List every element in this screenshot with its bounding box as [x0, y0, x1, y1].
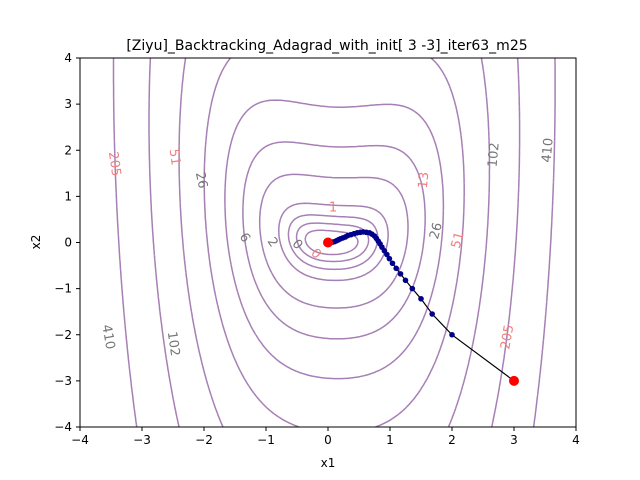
contour-line	[258, 173, 409, 309]
x-tick-label: 3	[510, 433, 518, 447]
y-tick-label: 2	[64, 143, 72, 157]
contour-label: 6	[236, 231, 253, 246]
contour-line	[112, 58, 556, 427]
iterate-point	[409, 285, 416, 292]
contour-label: 51	[166, 148, 183, 166]
contour-line	[287, 214, 379, 271]
contour-line	[148, 58, 521, 427]
x-axis-label: x1	[321, 456, 336, 470]
iterate-point	[386, 255, 393, 262]
end-point	[323, 237, 333, 248]
x-axis: −4 −3 −2 −1 0 1 2 3 4	[71, 427, 580, 447]
x-tick-label: 4	[572, 433, 580, 447]
iterate-point	[402, 277, 409, 284]
contour-lines	[112, 58, 556, 427]
y-tick-label: 3	[64, 97, 72, 111]
y-tick-label: −2	[54, 328, 72, 342]
contour-label: 1	[329, 200, 337, 215]
iterate-point	[389, 260, 396, 267]
y-tick-label: −1	[54, 282, 72, 296]
contour-label: 205	[498, 324, 517, 351]
x-tick-label: −4	[71, 433, 89, 447]
iterate-point	[418, 295, 424, 302]
x-tick-label: 0	[324, 433, 332, 447]
x-tick-label: 1	[386, 433, 394, 447]
iterate-point	[393, 265, 400, 272]
contour-label: 26	[192, 171, 210, 190]
contour-label: 2	[264, 235, 281, 250]
iterate-point	[397, 271, 404, 277]
contour-line	[224, 99, 445, 380]
optimization-path	[323, 229, 519, 386]
y-tick-label: 0	[64, 236, 72, 250]
contour-label: 13	[416, 171, 432, 189]
x-tick-label: 2	[448, 433, 456, 447]
y-axis: −4 −3 −2 −1 0 1 2 3 4	[54, 51, 80, 434]
start-point	[509, 375, 519, 386]
contour-label: 410	[98, 324, 117, 351]
x-tick-label: −3	[133, 433, 151, 447]
iterate-point	[429, 311, 435, 317]
contour-line	[278, 202, 389, 282]
y-tick-label: −3	[54, 374, 72, 388]
contour-label: 205	[105, 151, 123, 178]
x-tick-label: −1	[257, 433, 275, 447]
chart-title: [Ziyu]_Backtracking_Adagrad_with_init[ 3…	[126, 38, 527, 54]
iterate-point	[449, 331, 455, 338]
contour-label: 51	[449, 230, 468, 250]
y-tick-label: 1	[64, 189, 72, 203]
y-tick-label: −4	[54, 420, 72, 434]
contour-label: 26	[427, 221, 446, 241]
contour-line	[242, 141, 426, 340]
contour-label: 410	[540, 137, 557, 163]
y-tick-label: 4	[64, 51, 72, 65]
contour-label: 102	[486, 142, 503, 168]
contour-line	[178, 58, 491, 427]
contour-label: 102	[164, 331, 182, 358]
y-axis-label: x2	[29, 235, 43, 250]
x-tick-label: −2	[195, 433, 213, 447]
